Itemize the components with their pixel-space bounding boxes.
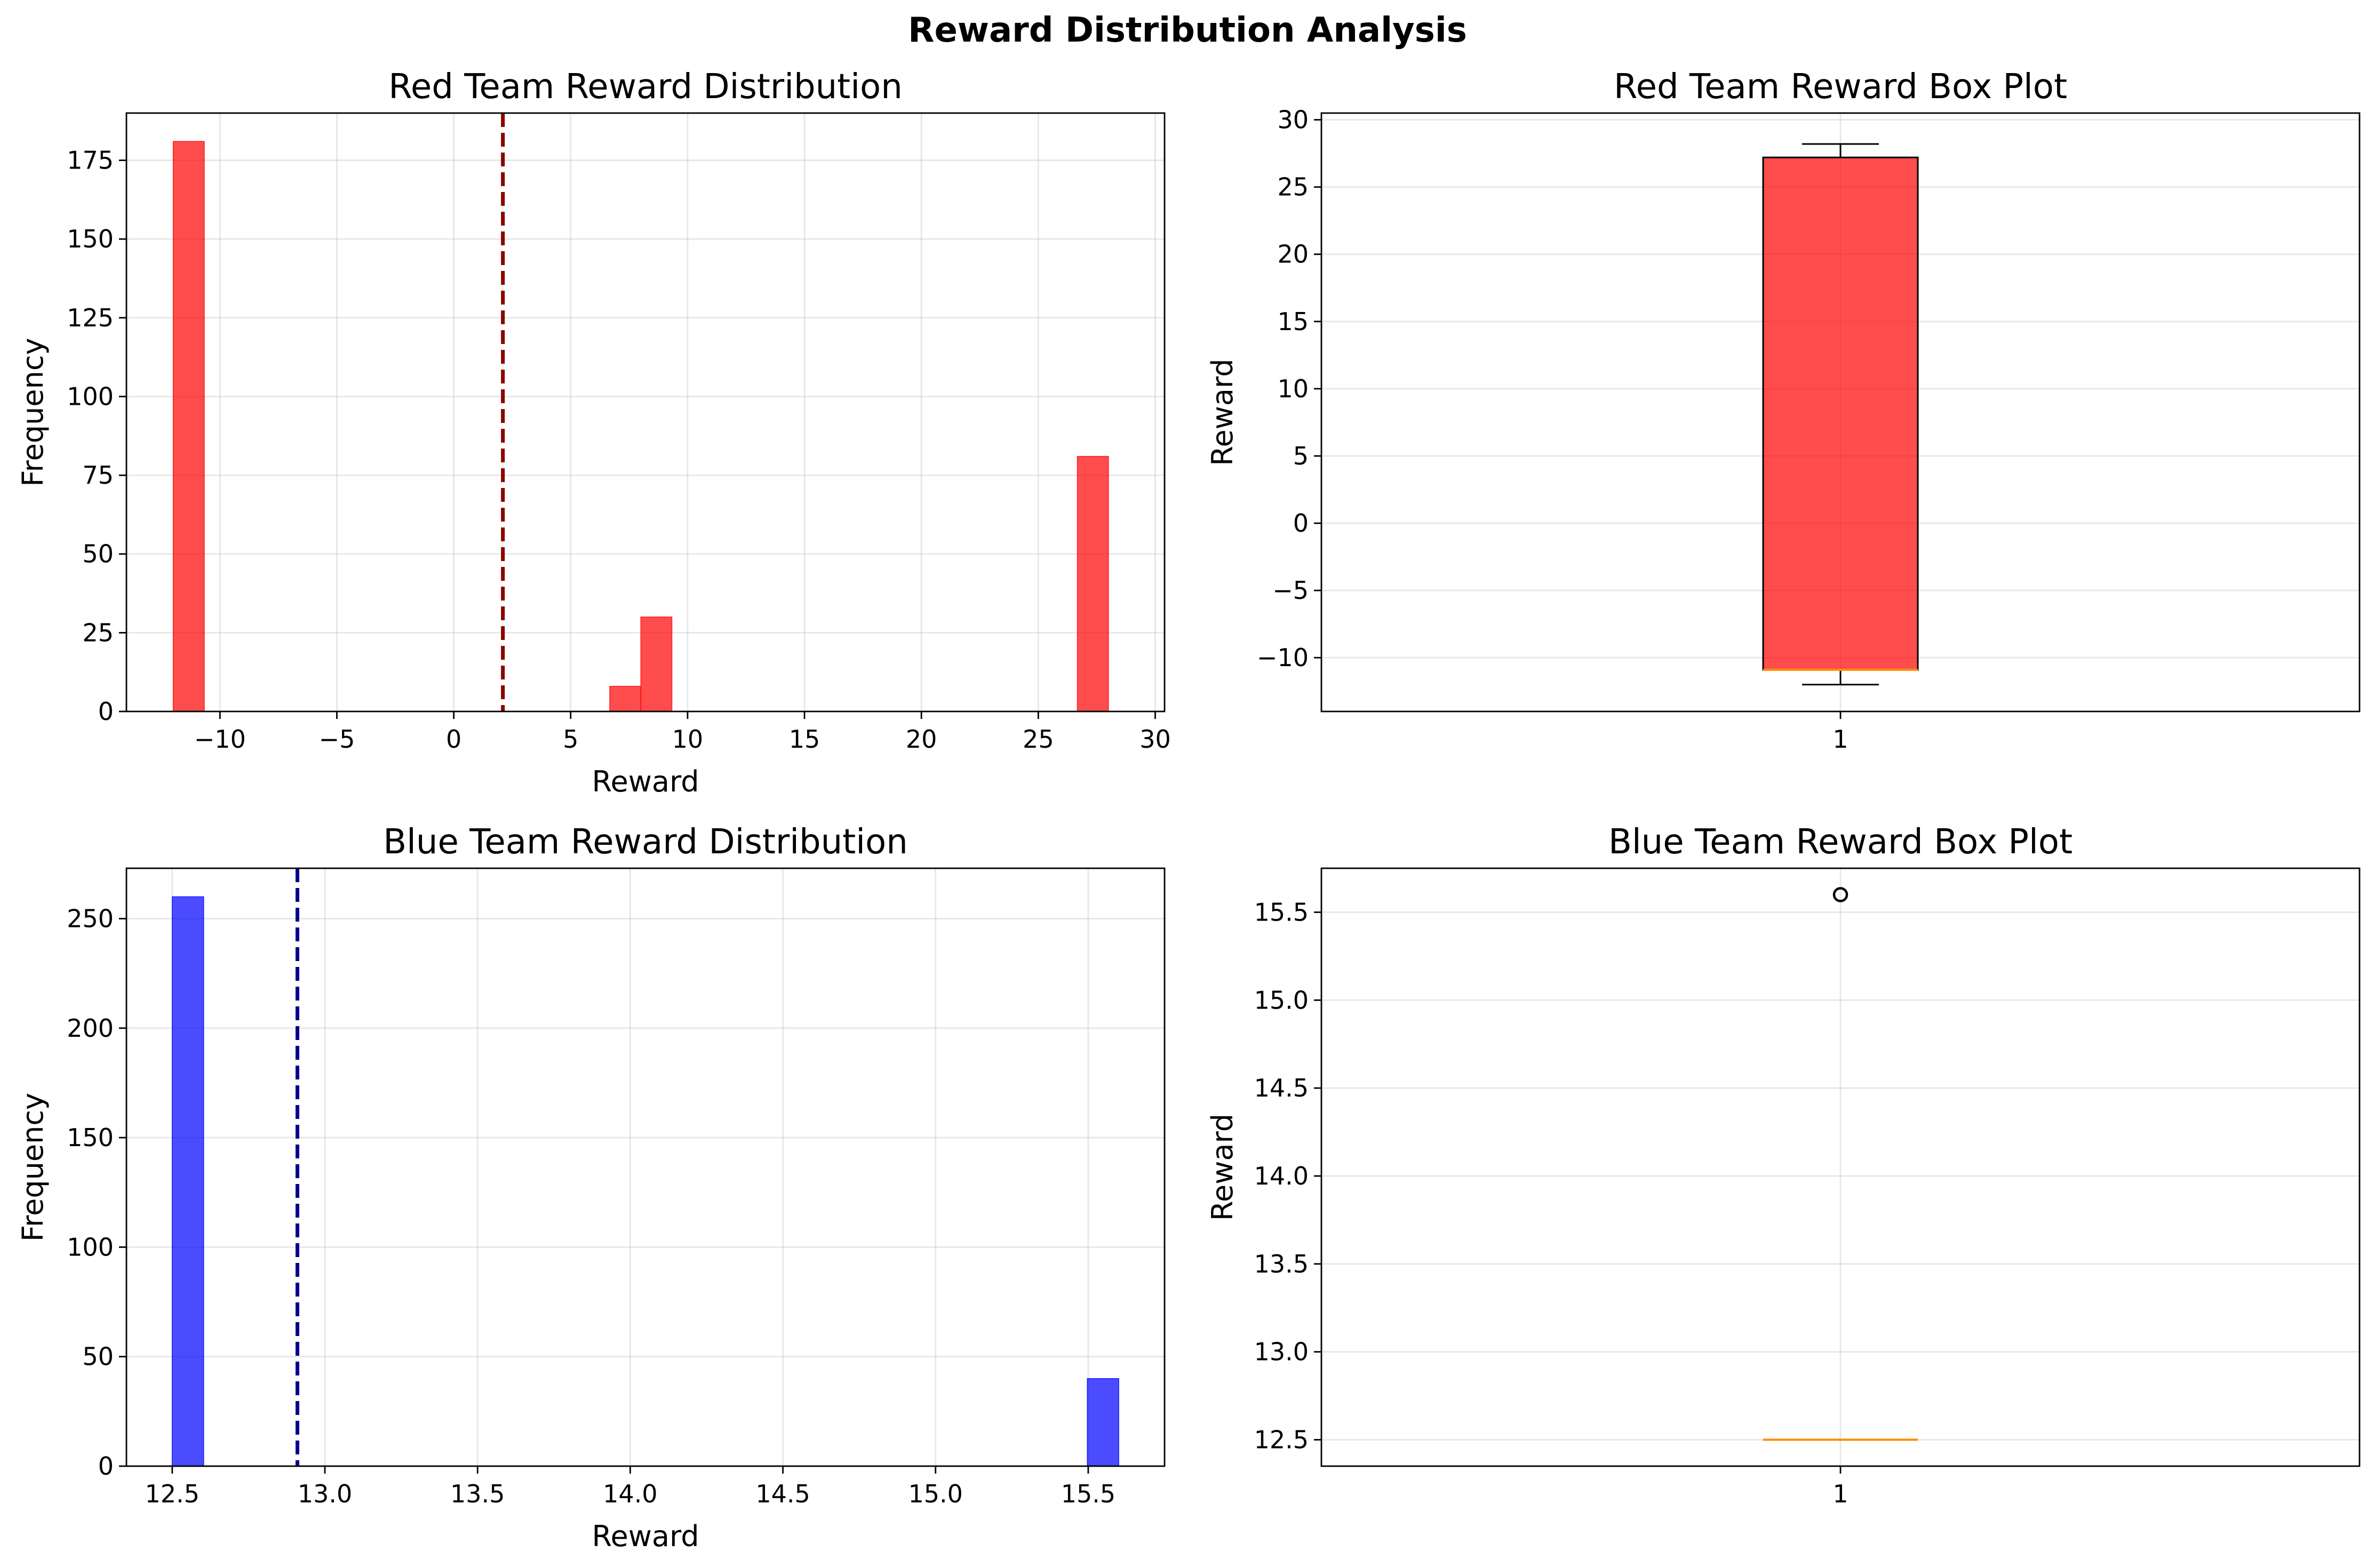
red-histogram-bar: [1077, 455, 1109, 712]
red-histogram-x-tick-label: 20: [906, 725, 937, 754]
figure-title: Reward Distribution Analysis: [908, 11, 1467, 50]
red-histogram-bar: [609, 686, 641, 712]
blue-box-plot-outlier-point: [1832, 887, 1848, 902]
blue-box-plot-title: Blue Team Reward Box Plot: [1608, 822, 2073, 862]
red-box-plot-y-tick-label: −10: [1257, 643, 1309, 672]
red-box-plot-y-tick-label: 30: [1277, 106, 1309, 134]
red-histogram-x-tick-label: 25: [1023, 725, 1054, 754]
red-histogram-y-tick-label: 25: [82, 618, 114, 647]
red-histogram-bar: [640, 617, 673, 712]
red-histogram-x-axis-label: Reward: [592, 765, 699, 798]
blue-histogram-y-tick-label: 150: [67, 1123, 114, 1152]
blue-histogram-x-axis-label: Reward: [592, 1519, 699, 1553]
red-box-plot-y-tick-label: 15: [1277, 307, 1309, 336]
blue-histogram-bar: [172, 896, 204, 1467]
red-box-plot-y-tick-label: 5: [1293, 442, 1309, 470]
blue-box-plot-y-tick-label: 13.0: [1254, 1338, 1309, 1366]
blue-histogram-x-tick-label: 14.5: [755, 1479, 810, 1508]
blue-box-plot-y-tick-label: 12.5: [1254, 1426, 1309, 1454]
red-histogram-y-tick-label: 0: [98, 697, 114, 726]
blue-histogram-x-tick-label: 15.0: [908, 1479, 963, 1508]
red-histogram-title: Red Team Reward Distribution: [388, 67, 903, 107]
red-box-plot-y-tick-label: 10: [1277, 374, 1309, 403]
red-histogram-x-tick-label: 30: [1139, 725, 1171, 754]
red-histogram-x-tick-label: 5: [563, 725, 578, 754]
blue-box-plot-y-tick-label: 14.5: [1254, 1074, 1309, 1102]
red-histogram-y-tick-label: 75: [82, 461, 114, 490]
blue-histogram-y-axis-label: Frequency: [16, 1093, 50, 1242]
red-histogram-y-tick-label: 50: [82, 540, 114, 569]
blue-histogram-y-tick-label: 0: [98, 1452, 114, 1481]
red-histogram-x-tick-label: 10: [672, 725, 704, 754]
blue-histogram-title: Blue Team Reward Distribution: [383, 822, 908, 862]
red-histogram-x-tick-label: −10: [194, 725, 246, 754]
red-histogram-y-tick-label: 125: [67, 303, 114, 332]
red-box-plot-y-axis-label: Reward: [1206, 358, 1239, 466]
blue-box-plot-x-tick-label: 1: [1832, 1479, 1848, 1508]
red-histogram-x-tick-label: 0: [446, 725, 461, 754]
red-histogram-axes-frame: [125, 112, 1166, 713]
red-box-plot-y-tick-label: 20: [1277, 240, 1309, 269]
red-team-box-plot: Red Team Reward Box Plot Reward −10 −5 0 5 1…: [1206, 67, 2361, 754]
red-histogram-bar: [172, 141, 205, 712]
blue-team-histogram: Blue Team Reward Distribution Reward Fre…: [16, 822, 1166, 1553]
blue-histogram-y-tick-label: 250: [67, 904, 114, 933]
blue-histogram-x-tick-label: 13.5: [450, 1479, 505, 1508]
blue-box-plot-y-tick-label: 15.5: [1254, 898, 1309, 926]
blue-box-plot-y-tick-label: 13.5: [1254, 1250, 1309, 1278]
blue-histogram-x-tick-label: 14.0: [603, 1479, 657, 1508]
blue-team-box-plot: Blue Team Reward Box Plot Reward 12.5 13.…: [1206, 822, 2361, 1508]
blue-histogram-x-tick-label: 13.0: [298, 1479, 352, 1508]
red-histogram-y-axis-label: Frequency: [16, 338, 50, 487]
red-box-plot-y-tick-label: 25: [1277, 173, 1309, 202]
red-box-plot-title: Red Team Reward Box Plot: [1614, 67, 2067, 107]
red-histogram-y-tick-label: 100: [67, 382, 114, 411]
blue-histogram-x-tick-label: 15.5: [1061, 1479, 1115, 1508]
blue-box-plot-y-tick-label: 14.0: [1254, 1162, 1309, 1190]
blue-histogram-bar: [1087, 1378, 1119, 1467]
red-box-plot-x-tick-label: 1: [1832, 725, 1848, 754]
blue-box-plot-y-tick-label: 15.0: [1254, 986, 1309, 1014]
red-box-plot-y-tick-label: −5: [1272, 576, 1309, 605]
red-histogram-x-tick-label: −5: [319, 725, 355, 754]
blue-histogram-x-tick-label: 12.5: [145, 1479, 200, 1508]
blue-histogram-axes-frame: [125, 867, 1166, 1467]
red-histogram-y-tick-label: 175: [67, 146, 114, 175]
blue-histogram-y-tick-label: 50: [82, 1342, 114, 1371]
red-histogram-x-tick-label: 15: [789, 725, 820, 754]
blue-box-plot-y-axis-label: Reward: [1206, 1114, 1239, 1221]
red-box-plot-box: [1762, 156, 1919, 671]
red-team-histogram: Red Team Reward Distribution Reward Freq…: [16, 67, 1171, 798]
blue-histogram-y-tick-label: 100: [67, 1233, 114, 1261]
blue-histogram-y-tick-label: 200: [67, 1014, 114, 1043]
red-box-plot-y-tick-label: 0: [1293, 509, 1309, 538]
red-histogram-y-tick-label: 150: [67, 225, 114, 253]
